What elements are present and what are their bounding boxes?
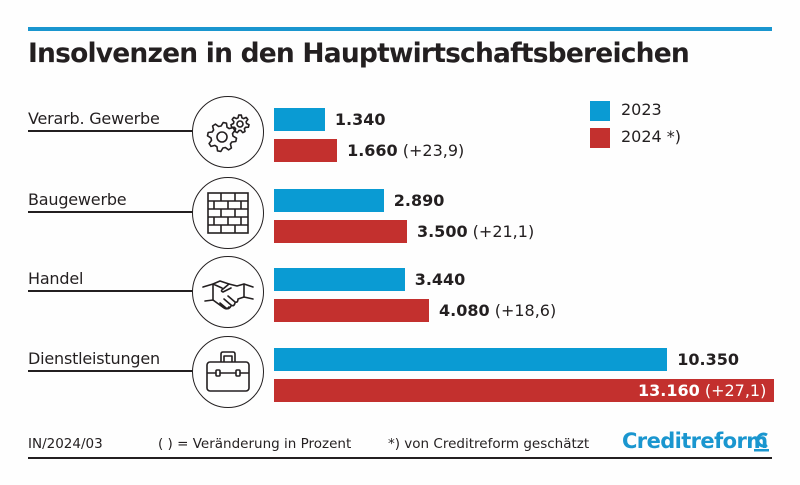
data-label: 1.660 (+23,9) [347,141,465,160]
legend-label-2024: 2024 *) [621,127,682,146]
handshake-icon [202,280,254,310]
briefcase-icon [206,351,250,392]
category-label: Dienstleistungen [28,349,160,368]
category-leader-line [28,211,194,213]
bar-2023-2 [274,268,405,291]
data-label: 13.160 (+27,1) [638,381,767,400]
data-label: 3.500 (+21,1) [416,222,535,241]
category-label: Handel [28,269,84,288]
footer-note-estimate: *) von Creditreform geschätzt [388,436,590,452]
gears-icon [206,114,250,153]
category-leader-line [28,370,194,372]
bar-2024-2 [274,299,429,322]
data-label: 1.340 [334,110,386,129]
bar-2023-1 [274,189,384,212]
bar-2024-1 [274,220,407,243]
data-label: 4.080 (+18,6) [439,301,557,320]
category-leader-line [28,290,194,292]
data-label: 2.890 [393,191,445,210]
category-leader-line [28,130,194,132]
category-label: Baugewerbe [28,190,127,209]
legend-swatch-2023 [590,101,610,121]
bar-2024-0 [274,139,338,162]
chart-title: Insolvenzen in den Hauptwirtschaftsberei… [28,38,690,69]
category-label: Verarb. Gewerbe [28,109,160,128]
creditreform-logo-mark-icon [754,432,769,452]
legend-label-2023: 2023 [621,100,662,119]
footer-divider [28,457,772,459]
bar-2023-0 [274,108,325,131]
category-icon-circle [192,336,264,408]
category-icon-circle [192,177,264,249]
data-label: 10.350 [677,350,739,369]
data-label: 3.440 [414,270,466,289]
footer-code: IN/2024/03 [28,436,103,452]
category-icon-circle [192,96,264,168]
creditreform-logo: Creditreform [622,429,768,453]
bar-2024-3 [274,379,774,402]
footer-note-change: ( ) = Veränderung in Prozent [158,436,352,452]
category-icon-circle [192,256,264,328]
top-accent-line [28,27,772,31]
bar-2023-3 [274,348,668,371]
brick-wall-icon [207,192,249,234]
legend-swatch-2024 [590,128,610,148]
